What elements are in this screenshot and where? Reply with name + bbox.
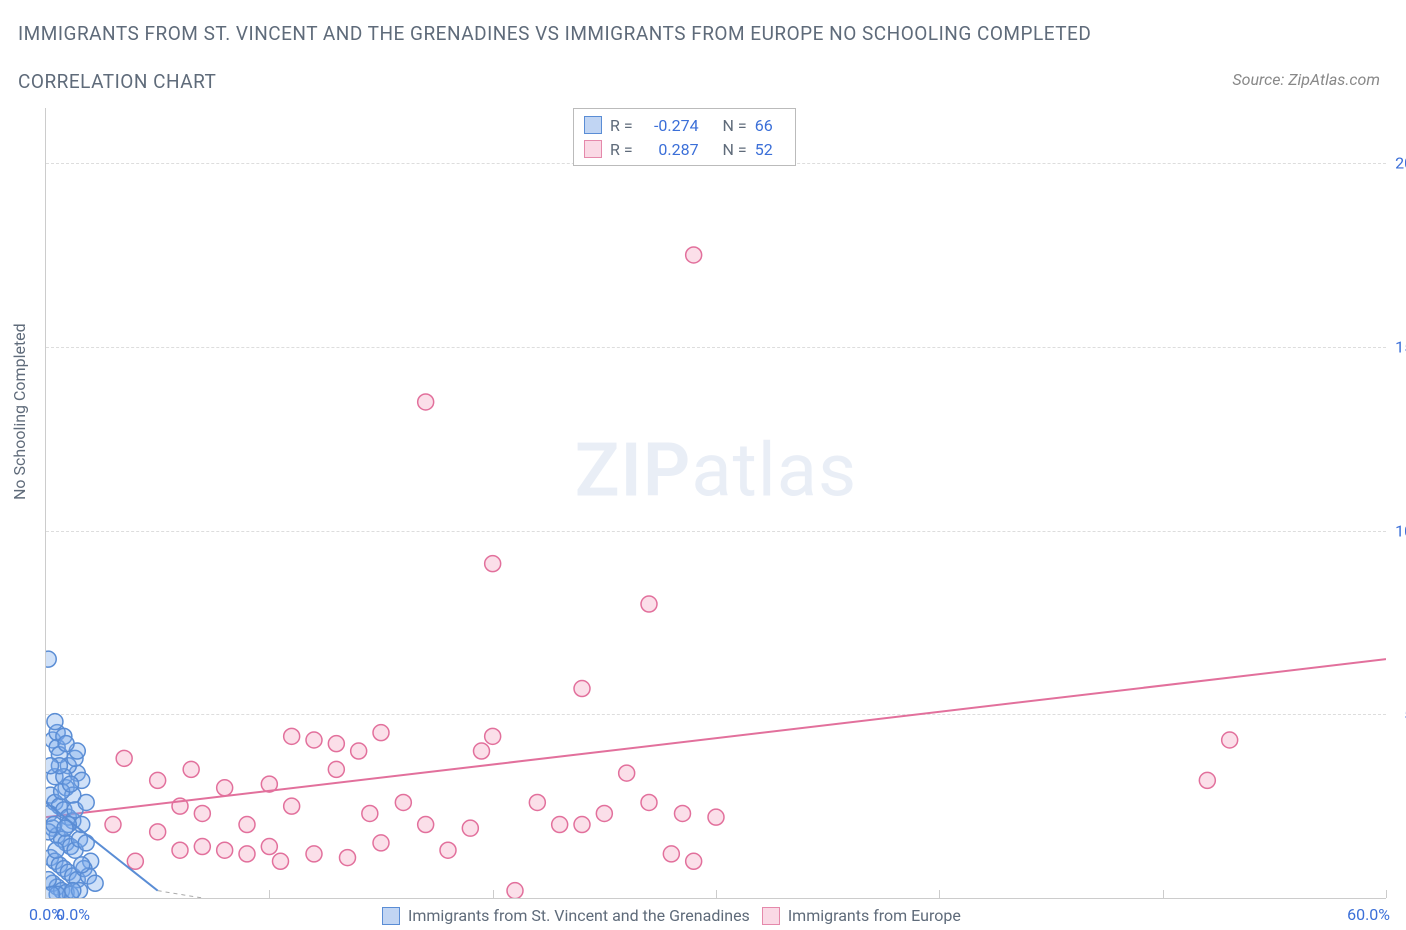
legend-label-pink: Immigrants from Europe [788, 906, 961, 925]
y-tick-label: 5.0% [1388, 705, 1406, 724]
y-axis-label: No Schooling Completed [10, 323, 29, 500]
plot-area: ZIPatlas R = -0.274 N = 66 R = 0.287 N =… [45, 108, 1386, 899]
legend-swatch-pink-icon [762, 907, 780, 925]
y-tick-label: 15.0% [1388, 337, 1406, 356]
chart-container: ZIPatlas R = -0.274 N = 66 R = 0.287 N =… [45, 108, 1385, 898]
stats-row-pink: R = 0.287 N = 52 [584, 137, 785, 161]
scatter-svg [46, 108, 1386, 898]
r-label-blue: R = [610, 116, 633, 135]
stats-row-blue: R = -0.274 N = 66 [584, 113, 785, 137]
swatch-blue-icon [584, 116, 602, 134]
legend-item-pink: Immigrants from Europe [762, 906, 961, 925]
r-value-blue: -0.274 [641, 116, 699, 135]
n-value-pink: 52 [755, 140, 785, 159]
chart-title-line1: IMMIGRANTS FROM ST. VINCENT AND THE GREN… [18, 22, 1091, 45]
n-label-blue: N = [723, 116, 747, 135]
chart-title-line2: CORRELATION CHART [18, 70, 216, 93]
y-tick-label: 20.0% [1388, 154, 1406, 173]
n-label-pink: N = [723, 140, 747, 159]
source-label: Source: ZipAtlas.com [1232, 70, 1380, 89]
x-tick [1386, 890, 1387, 898]
r-label-pink: R = [610, 140, 633, 159]
legend-label-blue: Immigrants from St. Vincent and the Gren… [408, 906, 750, 925]
stats-box: R = -0.274 N = 66 R = 0.287 N = 52 [573, 108, 796, 166]
legend-swatch-blue-icon [382, 907, 400, 925]
r-value-pink: 0.287 [641, 140, 699, 159]
y-tick-label: 10.0% [1388, 521, 1406, 540]
swatch-pink-icon [584, 140, 602, 158]
bottom-legend: Immigrants from St. Vincent and the Gren… [376, 906, 967, 925]
x-tick-label: 0.0% [29, 905, 63, 924]
x-tick-label: 60.0% [1347, 905, 1390, 924]
n-value-blue: 66 [755, 116, 785, 135]
legend-item-blue: Immigrants from St. Vincent and the Gren… [382, 906, 750, 925]
